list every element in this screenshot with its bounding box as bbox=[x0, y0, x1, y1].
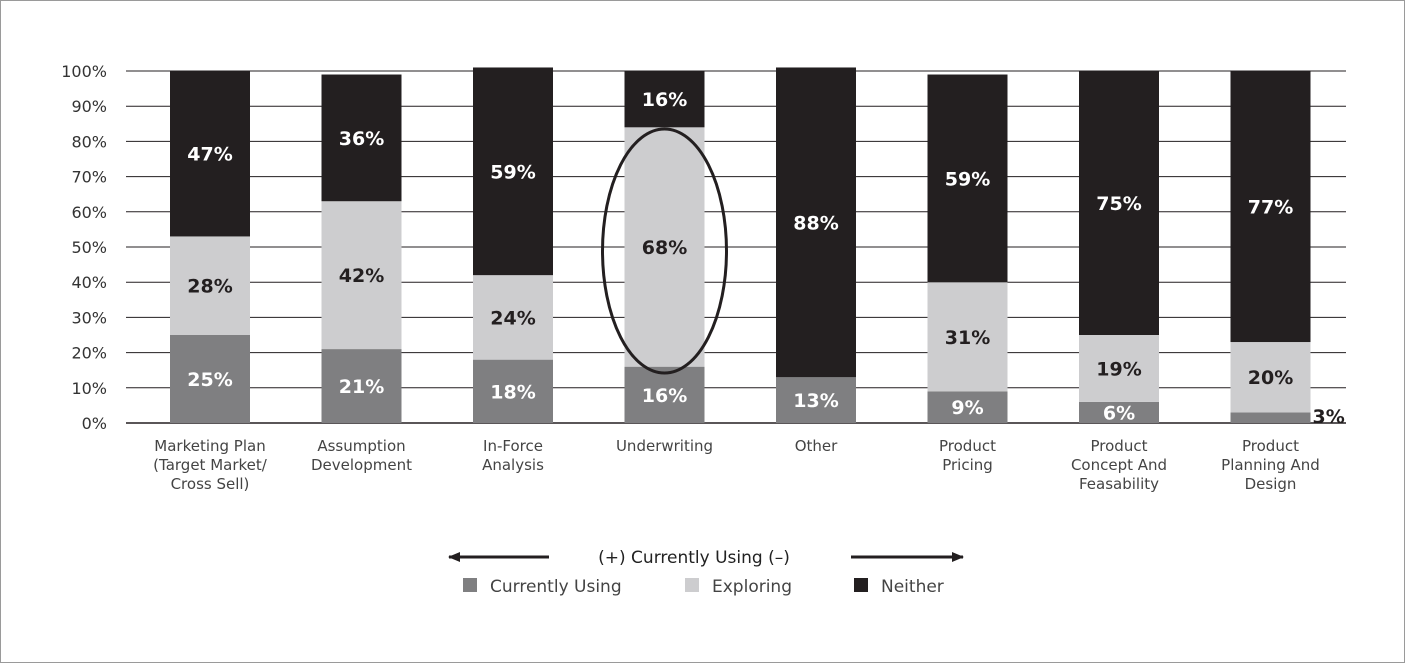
bar-segment bbox=[1230, 71, 1311, 343]
legend-swatch bbox=[463, 578, 477, 592]
bar-segment bbox=[1230, 412, 1311, 423]
data-label: 25% bbox=[187, 369, 232, 391]
highlight-ellipse bbox=[601, 127, 728, 375]
y-tick-label: 0% bbox=[82, 414, 107, 433]
bar-segment bbox=[321, 349, 402, 423]
x-category-label: Other bbox=[795, 437, 838, 455]
data-label: 24% bbox=[490, 307, 535, 329]
data-label: 3% bbox=[1313, 406, 1345, 428]
legend-swatch bbox=[685, 578, 699, 592]
bar-segment bbox=[776, 377, 856, 423]
bar-segment bbox=[927, 282, 1008, 392]
bar-segment bbox=[1079, 71, 1159, 335]
bar-segment bbox=[321, 74, 402, 202]
data-label: 59% bbox=[490, 161, 535, 183]
x-category-label: In-Force Analysis bbox=[482, 437, 544, 474]
x-category-label: Assumption Development bbox=[311, 437, 412, 474]
bar-segment bbox=[1079, 401, 1159, 423]
x-category-label: Product Planning And Design bbox=[1221, 437, 1320, 493]
data-label: 36% bbox=[339, 128, 384, 150]
x-category-label: Product Concept And Feasability bbox=[1071, 437, 1167, 493]
data-label: 9% bbox=[951, 397, 983, 419]
data-label: 19% bbox=[1096, 358, 1141, 380]
data-label: 13% bbox=[793, 390, 838, 412]
y-tick-label: 30% bbox=[71, 308, 107, 327]
data-label: 59% bbox=[945, 168, 990, 190]
bar-segment bbox=[170, 335, 250, 423]
bar-segment bbox=[624, 366, 705, 423]
data-label: 47% bbox=[187, 144, 232, 166]
data-label: 16% bbox=[642, 89, 687, 111]
bar-segment bbox=[1079, 335, 1159, 402]
bar-segment bbox=[170, 71, 250, 237]
y-tick-label: 60% bbox=[71, 203, 107, 222]
data-label: 31% bbox=[945, 327, 990, 349]
bar-segment bbox=[927, 391, 1008, 423]
bar-segment bbox=[624, 71, 705, 128]
x-category-label: Product Pricing bbox=[939, 437, 996, 474]
axis-note-text: (+) Currently Using (–) bbox=[598, 548, 790, 568]
bar-segment bbox=[776, 67, 856, 378]
y-tick-label: 40% bbox=[71, 273, 107, 292]
bar-segment bbox=[473, 275, 553, 360]
legend-swatch bbox=[854, 578, 868, 592]
bar-segment bbox=[321, 201, 402, 350]
y-tick-label: 100% bbox=[61, 62, 107, 81]
legend-label: Neither bbox=[881, 577, 944, 597]
axis-note: (+) Currently Using (–) bbox=[448, 548, 964, 568]
data-label: 28% bbox=[187, 276, 232, 298]
x-axis-categories: Marketing Plan (Target Market/Cross Sell)… bbox=[153, 437, 1320, 493]
legend-label: Exploring bbox=[712, 577, 792, 597]
y-tick-label: 70% bbox=[71, 168, 107, 187]
x-category-label: Marketing Plan (Target Market/Cross Sell) bbox=[153, 437, 268, 493]
legend: Currently Using Exploring Neither bbox=[463, 577, 944, 597]
data-label: 20% bbox=[1248, 367, 1293, 389]
data-label: 42% bbox=[339, 265, 384, 287]
y-tick-label: 20% bbox=[71, 344, 107, 363]
data-label: 77% bbox=[1248, 197, 1293, 219]
legend-label: Currently Using bbox=[490, 577, 622, 597]
data-label: 18% bbox=[490, 381, 535, 403]
y-tick-label: 80% bbox=[71, 132, 107, 151]
data-label: 21% bbox=[339, 376, 384, 398]
bar-segment bbox=[170, 236, 250, 335]
data-label: 68% bbox=[642, 237, 687, 259]
gridlines bbox=[126, 70, 1346, 424]
bar-segment bbox=[927, 74, 1008, 283]
data-label: 16% bbox=[642, 385, 687, 407]
data-labels: 25% 28% 47% 21% 42% 36% 18% 24% 59% 16% 68% 16% 13% 8… bbox=[187, 89, 1345, 428]
y-tick-label: 90% bbox=[71, 97, 107, 116]
y-tick-label: 50% bbox=[71, 238, 107, 257]
bar-segment bbox=[473, 359, 553, 423]
data-label: 6% bbox=[1103, 402, 1135, 424]
data-label: 88% bbox=[793, 212, 838, 234]
bar-segment bbox=[624, 127, 705, 367]
bars bbox=[170, 67, 1311, 423]
bar-segment bbox=[473, 67, 553, 276]
bar-segment bbox=[1230, 342, 1311, 413]
y-axis-ticks: 0% 10% 20% 30% 40% 50% 60% 70% 80% 90% 100% bbox=[61, 62, 107, 433]
y-tick-label: 10% bbox=[71, 379, 107, 398]
x-category-label: Underwriting bbox=[616, 437, 713, 455]
data-label: 75% bbox=[1096, 193, 1141, 215]
